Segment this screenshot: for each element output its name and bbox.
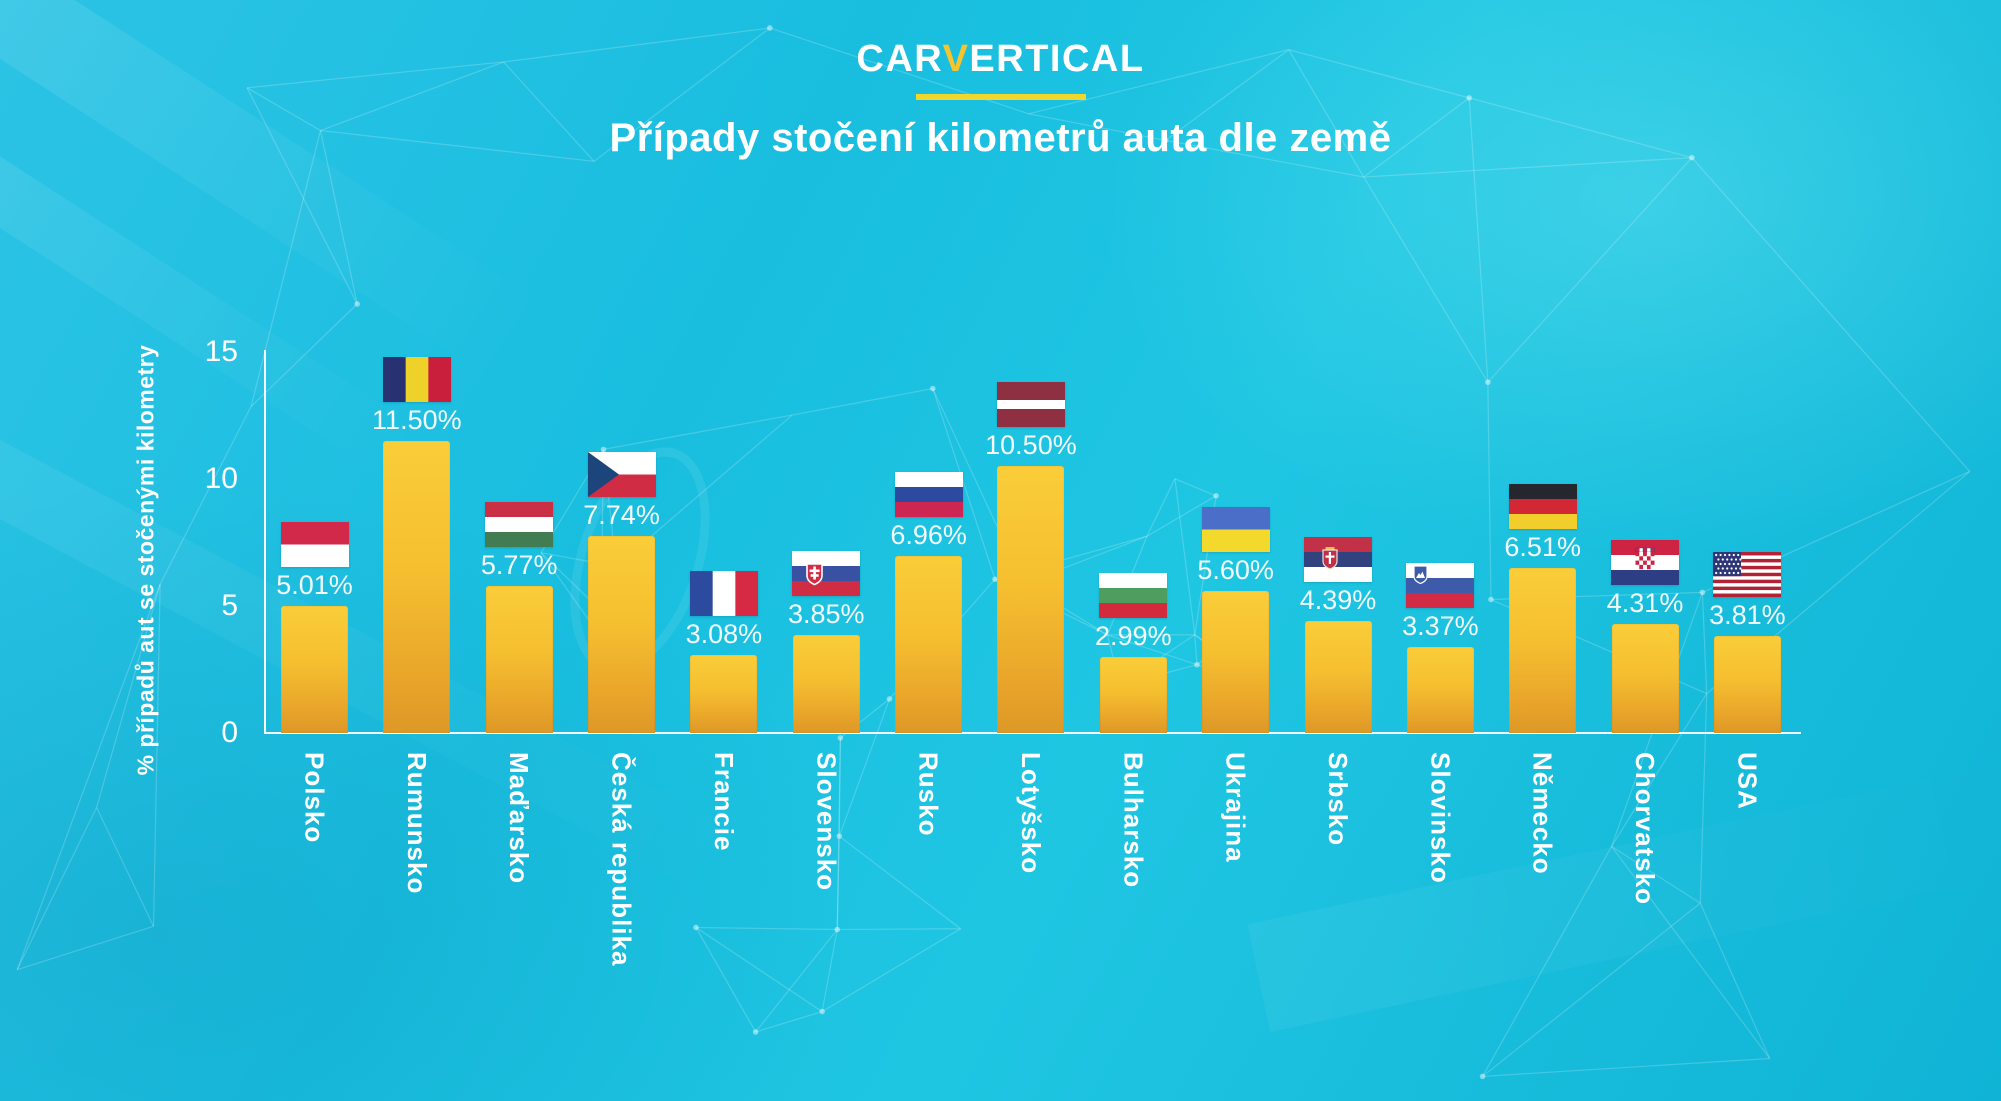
bar-lotyssko bbox=[997, 466, 1065, 733]
bar-madarsko bbox=[485, 586, 553, 733]
flag-bulgaria-icon bbox=[1099, 573, 1168, 619]
value-label-chorvatsko: 4.31% bbox=[1606, 588, 1684, 618]
flag-romania-icon bbox=[382, 357, 452, 402]
category-label-srbsko: Srbsko bbox=[1323, 752, 1353, 847]
category-label-polsko: Polsko bbox=[299, 752, 330, 844]
bar-rumunsko bbox=[383, 441, 451, 733]
category-label-ceska-republika: Česká republika bbox=[606, 752, 637, 967]
bar-srbsko bbox=[1304, 621, 1372, 733]
flag-slovenia-icon bbox=[1406, 563, 1475, 609]
category-label-slovinsko: Slovinsko bbox=[1425, 752, 1456, 884]
bar-slovinsko bbox=[1406, 647, 1474, 733]
value-label-rumunsko: 11.50% bbox=[372, 405, 462, 435]
flag-croatia-icon bbox=[1611, 540, 1680, 586]
value-label-bulharsko: 2.99% bbox=[1095, 621, 1172, 651]
value-label-srbsko: 4.39% bbox=[1299, 585, 1377, 615]
y-axis-line bbox=[264, 350, 266, 733]
value-label-ceska-republika: 7.74% bbox=[583, 500, 660, 530]
flag-hungary-icon bbox=[485, 502, 554, 548]
bar-bulharsko bbox=[1099, 657, 1167, 733]
category-label-rusko: Rusko bbox=[913, 752, 944, 837]
y-tick-15: 15 bbox=[204, 335, 238, 368]
flag-russia-icon bbox=[894, 472, 963, 518]
flag-germany-icon bbox=[1508, 484, 1577, 530]
x-axis-line bbox=[264, 732, 1801, 734]
category-label-slovensko: Slovensko bbox=[811, 752, 842, 892]
flag-serbia-icon bbox=[1304, 537, 1372, 583]
category-label-ukrajina: Ukrajina bbox=[1220, 752, 1251, 863]
bar-usa bbox=[1713, 636, 1781, 733]
bar-rusko bbox=[895, 556, 963, 733]
value-label-rusko: 6.96% bbox=[890, 520, 967, 550]
category-label-usa: USA bbox=[1732, 752, 1763, 810]
value-label-lotyssko: 10.50% bbox=[985, 430, 1077, 460]
bar-polsko bbox=[281, 606, 348, 733]
chart-title: Případy stočení kilometrů auta dle země bbox=[609, 116, 1392, 160]
logo-text-car: CAR bbox=[856, 38, 943, 80]
category-label-nemecko: Německo bbox=[1527, 752, 1558, 875]
y-axis-title: % případů aut se stočenými kilometry bbox=[132, 344, 159, 776]
value-label-nemecko: 6.51% bbox=[1504, 532, 1581, 562]
logo-check-v: V bbox=[942, 38, 970, 80]
category-label-madarsko: Maďarsko bbox=[504, 752, 535, 885]
category-label-rumunsko: Rumunsko bbox=[401, 752, 432, 895]
value-label-ukrajina: 5.60% bbox=[1197, 555, 1274, 585]
y-tick-5: 5 bbox=[221, 589, 238, 622]
category-label-chorvatsko: Chorvatsko bbox=[1630, 752, 1661, 906]
logo-underline bbox=[915, 94, 1086, 100]
logo-text-ertical: ERTICAL bbox=[969, 38, 1145, 80]
flag-france-icon bbox=[689, 571, 759, 616]
flag-slovakia-icon bbox=[792, 551, 861, 597]
category-label-bulharsko: Bulharsko bbox=[1118, 752, 1149, 889]
bar-francie bbox=[690, 655, 758, 733]
category-label-francie: Francie bbox=[708, 752, 739, 852]
flag-poland-icon bbox=[280, 522, 349, 568]
y-tick-0: 0 bbox=[221, 716, 238, 749]
bar-ukrajina bbox=[1202, 591, 1270, 733]
flag-usa-icon bbox=[1713, 552, 1782, 598]
carvertical-logo: CARVERTICAL bbox=[0, 40, 2001, 78]
flag-latvia-icon bbox=[996, 382, 1065, 428]
header: CARVERTICAL Případy stočení kilometrů au… bbox=[0, 40, 2001, 161]
y-tick-10: 10 bbox=[204, 462, 238, 495]
value-label-slovinsko: 3.37% bbox=[1402, 611, 1479, 641]
light-streak bbox=[1247, 758, 2001, 1032]
category-label-lotyssko: Lotyšsko bbox=[1015, 752, 1046, 875]
value-label-usa: 3.81% bbox=[1709, 600, 1786, 630]
flag-czechia-icon bbox=[587, 452, 656, 497]
bar-slovensko bbox=[792, 635, 860, 733]
value-label-slovensko: 3.85% bbox=[787, 599, 865, 629]
value-label-francie: 3.08% bbox=[685, 619, 763, 649]
bar-chorvatsko bbox=[1611, 624, 1679, 733]
bar-ceska-republika bbox=[588, 536, 656, 733]
value-label-madarsko: 5.77% bbox=[480, 550, 558, 580]
bar-nemecko bbox=[1509, 568, 1577, 733]
flag-ukraine-icon bbox=[1201, 507, 1270, 553]
value-label-polsko: 5.01% bbox=[276, 570, 353, 600]
